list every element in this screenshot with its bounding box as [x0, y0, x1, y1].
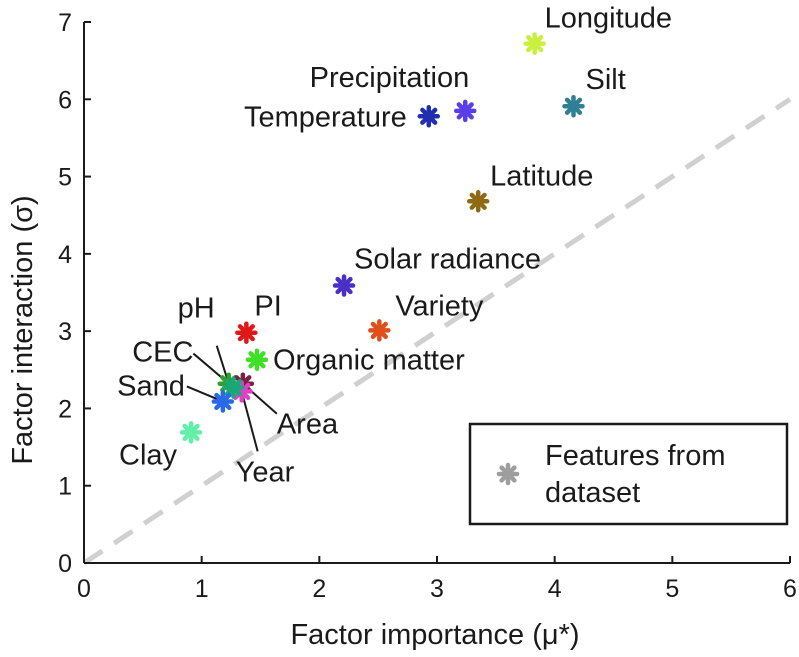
point-solar-radiance [332, 274, 356, 297]
reference-line [82, 97, 792, 566]
point-label-silt: Silt [585, 64, 625, 96]
point-variety [368, 319, 391, 342]
point-label-ph: pH [178, 293, 215, 325]
point-label-temperature: Temperature [244, 101, 407, 133]
x-tick-label: 4 [548, 575, 562, 603]
point-label-organic-matter: Organic matter [273, 345, 465, 377]
legend-label-line-1: Features from [545, 440, 726, 472]
point-silt [562, 94, 585, 118]
point-temperature [417, 105, 441, 128]
point-label-precipitation: Precipitation [310, 62, 470, 94]
y-tick-label: 4 [58, 241, 72, 269]
point-clay [179, 421, 203, 444]
x-tick-label: 5 [665, 575, 679, 603]
point-longitude [523, 32, 546, 55]
point-label-latitude: Latitude [490, 160, 593, 192]
leader-line-sand [186, 385, 224, 403]
legend-marker [496, 462, 520, 486]
points-layer [179, 32, 585, 444]
point-label-solar-radiance: Solar radiance [354, 244, 541, 276]
point-label-area: Area [277, 409, 339, 441]
y-tick-label: 2 [58, 395, 72, 423]
x-tick-label: 6 [783, 575, 797, 603]
legend-label-line-2: dataset [545, 477, 640, 509]
y-axis-label: Factor interaction (σ) [7, 195, 39, 464]
labels-layer: Longitude Silt Precipitation Temperature Lat… [117, 3, 672, 489]
leader-line-year [240, 391, 259, 452]
legend-marker-icon [496, 462, 520, 486]
y-tick-label: 1 [58, 473, 72, 501]
point-label-sand: Sand [117, 370, 185, 402]
point-label-longitude: Longitude [545, 3, 672, 35]
point-label-pi: PI [254, 291, 281, 323]
point-label-variety: Variety [395, 290, 484, 322]
x-tick-label: 0 [77, 575, 91, 603]
y-tick-label: 0 [58, 550, 72, 578]
legend-box [468, 422, 789, 526]
x-tick-label: 2 [312, 575, 326, 603]
x-tick-label: 1 [195, 575, 209, 603]
point-sand [211, 390, 235, 413]
legend: Features from dataset [468, 422, 789, 526]
point-label-clay: Clay [119, 439, 178, 471]
x-axis-label: Factor importance (μ*) [290, 619, 579, 651]
y-tick-label: 5 [58, 164, 72, 192]
point-pi [235, 321, 258, 344]
point-latitude [466, 190, 490, 213]
point-label-cec: CEC [132, 337, 193, 369]
x-tick-label: 3 [430, 575, 444, 603]
axes-layer: 0 1 2 3 4 5 6 0 1 2 3 4 5 6 7 [58, 9, 797, 603]
point-organic-matter [245, 348, 269, 371]
y-tick-label: 6 [58, 86, 72, 114]
point-cec [222, 376, 245, 399]
y-tick-label: 3 [58, 318, 72, 346]
point-label-year: Year [236, 456, 295, 488]
y-tick-label: 7 [58, 9, 72, 37]
reference-line-layer [82, 97, 792, 566]
point-precipitation [453, 99, 477, 123]
